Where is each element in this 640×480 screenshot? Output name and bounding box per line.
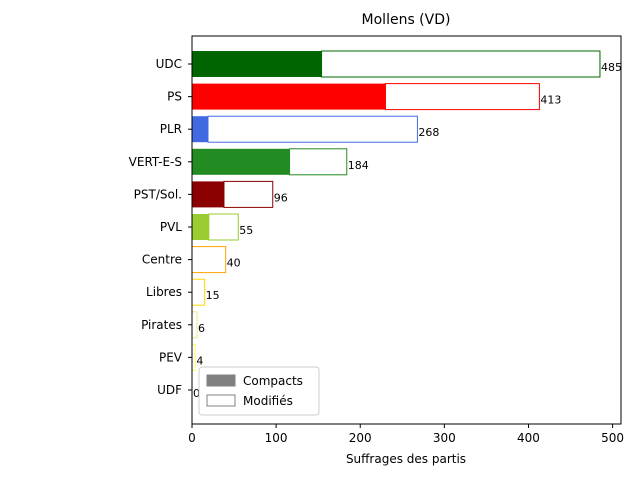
value-label-plr: 268	[418, 126, 439, 139]
bar-modifies-ps	[384, 83, 540, 111]
x-tick-label-300: 300	[433, 431, 456, 445]
value-label-libres: 15	[206, 289, 220, 302]
bar-compacts-vert-e-s	[192, 148, 290, 175]
legend-swatch-compacts	[206, 374, 236, 387]
value-label-vert-e-s: 184	[348, 159, 369, 172]
value-label-pev: 4	[196, 354, 203, 367]
bar-modifies-vert-e-s	[289, 148, 348, 176]
bar-compacts-udc	[192, 51, 322, 77]
axes-group: UDC PS PLR VERT-E-S PST/Sol. PVL Centre Libres P…	[129, 35, 624, 445]
bar-modifies-pvl	[208, 213, 239, 241]
bar-modifies-libres	[191, 278, 206, 306]
chart-title: Mollens (VD)	[362, 12, 451, 28]
bar-modifies-centre	[191, 246, 227, 274]
y-tick-label-centre: Centre	[142, 253, 182, 267]
legend-swatch-modifies	[206, 394, 236, 407]
x-axis-label: Suffrages des partis	[346, 452, 466, 466]
bar-compacts-pvl	[192, 214, 209, 240]
y-tick-label-ps: PS	[167, 90, 182, 104]
x-tick-label-400: 400	[517, 431, 540, 445]
bar-compacts-pst-sol	[192, 181, 224, 208]
value-label-ps: 413	[540, 94, 561, 107]
bar-modifies-plr	[207, 115, 418, 143]
bar-modifies-pst-sol	[223, 180, 274, 208]
bar-modifies-udc	[321, 50, 601, 78]
plot-frame	[191, 35, 622, 425]
y-tick-label-pvl: PVL	[160, 220, 182, 234]
x-tick-label-200: 200	[349, 431, 372, 445]
bar-compacts-plr	[192, 116, 208, 143]
y-tick-label-pev: PEV	[159, 350, 183, 364]
y-tick-label-libres: Libres	[146, 285, 182, 299]
bar-modifies-pirates	[191, 311, 198, 339]
value-label-pirates: 6	[198, 322, 205, 335]
y-tick-label-pirates: Pirates	[141, 318, 182, 332]
value-label-pvl: 55	[239, 224, 253, 237]
y-tick-label-pst-sol: PST/Sol.	[134, 187, 182, 201]
y-tick-label-udf: UDF	[157, 383, 182, 397]
legend: Compacts Modifiés	[198, 366, 320, 416]
y-tick-label-udc: UDC	[156, 57, 182, 71]
x-tick-label-0: 0	[188, 431, 196, 445]
value-label-centre: 40	[227, 257, 241, 270]
legend-label-compacts: Compacts	[243, 374, 303, 388]
legend-label-modifies: Modifiés	[243, 394, 293, 408]
value-label-udf: 0	[193, 387, 200, 400]
bar-compacts-ps	[192, 83, 386, 110]
y-tick-label-vert-e-s: VERT-E-S	[129, 155, 182, 169]
x-tick-label-100: 100	[265, 431, 288, 445]
value-label-pst-sol: 96	[274, 191, 288, 204]
value-label-udc: 485	[601, 61, 622, 74]
y-tick-label-plr: PLR	[160, 122, 182, 136]
x-tick-label-500: 500	[601, 431, 624, 445]
bar-modifies-pev	[191, 343, 196, 371]
